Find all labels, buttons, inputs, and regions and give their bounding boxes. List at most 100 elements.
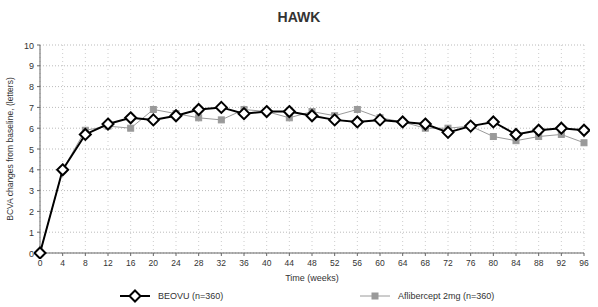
x-tick-label: 76 — [466, 258, 476, 268]
grid-line — [470, 45, 471, 253]
marker — [443, 127, 454, 138]
marker — [261, 106, 272, 117]
x-tick-label: 56 — [353, 258, 363, 268]
x-tick — [266, 253, 267, 256]
marker — [352, 116, 363, 127]
x-tick-label: 84 — [511, 258, 521, 268]
x-tick — [425, 253, 426, 256]
marker — [533, 125, 544, 136]
x-tick — [289, 253, 290, 256]
y-tick — [37, 169, 40, 170]
x-tick-label: 28 — [194, 258, 204, 268]
grid-line — [289, 45, 290, 253]
marker — [581, 140, 587, 146]
marker — [488, 116, 499, 127]
grid-line — [40, 107, 584, 108]
x-tick-label: 12 — [103, 258, 113, 268]
x-tick — [244, 253, 245, 256]
grid-line — [40, 232, 584, 233]
y-tick — [37, 45, 40, 46]
legend-marker — [372, 293, 378, 299]
x-tick-label: 88 — [534, 258, 544, 268]
marker — [150, 106, 156, 112]
x-tick — [470, 253, 471, 256]
marker — [556, 123, 567, 134]
x-tick — [538, 253, 539, 256]
marker — [35, 248, 46, 259]
grid-line — [561, 45, 562, 253]
grid-line — [266, 45, 267, 253]
marker — [193, 104, 204, 115]
marker — [218, 117, 224, 123]
x-tick — [402, 253, 403, 256]
chart: HAWK012345678910048121620242832364044485… — [0, 0, 598, 307]
x-tick — [448, 253, 449, 256]
grid-line — [221, 45, 222, 253]
marker — [239, 108, 250, 119]
marker — [284, 106, 295, 117]
y-tick — [37, 65, 40, 66]
y-axis-label: BCVA changes from baseline, (letters) — [5, 77, 15, 221]
marker — [579, 125, 590, 136]
grid-line — [85, 45, 86, 253]
x-tick-label: 60 — [375, 258, 385, 268]
grid-line — [402, 45, 403, 253]
x-tick — [312, 253, 313, 256]
y-tick-label: 6 — [29, 124, 34, 134]
plot-area — [35, 102, 590, 259]
x-axis-label: Time (weeks) — [285, 273, 339, 283]
grid-line — [198, 45, 199, 253]
x-tick-label: 20 — [149, 258, 159, 268]
x-tick-label: 96 — [579, 258, 589, 268]
marker — [375, 114, 386, 125]
title: HAWK — [278, 9, 321, 25]
marker — [128, 125, 134, 131]
legend-marker — [130, 291, 141, 302]
legend-label: Aflibercept 2mg (n=360) — [398, 291, 494, 301]
x-tick-label: 32 — [217, 258, 227, 268]
x-tick-label: 36 — [239, 258, 249, 268]
marker — [397, 116, 408, 127]
marker — [329, 114, 340, 125]
x-tick — [198, 253, 199, 256]
marker — [148, 114, 159, 125]
x-tick-label: 52 — [330, 258, 340, 268]
x-tick — [380, 253, 381, 256]
y-tick-label: 0 — [29, 249, 34, 259]
x-tick — [221, 253, 222, 256]
x-tick — [334, 253, 335, 256]
x-tick — [85, 253, 86, 256]
x-tick — [561, 253, 562, 256]
marker — [354, 106, 360, 112]
y-tick — [37, 149, 40, 150]
x-tick-label: 8 — [83, 258, 88, 268]
marker — [125, 112, 136, 123]
grid-line — [176, 45, 177, 253]
series-line — [40, 109, 584, 253]
y-tick — [37, 211, 40, 212]
grid-line — [244, 45, 245, 253]
grid-line — [40, 211, 584, 212]
grid-line — [357, 45, 358, 253]
grid-line — [380, 45, 381, 253]
marker — [216, 102, 227, 113]
x-tick-label: 16 — [126, 258, 136, 268]
grid-line — [108, 45, 109, 253]
y-tick — [37, 232, 40, 233]
y-tick-label: 7 — [29, 103, 34, 113]
y-tick — [37, 128, 40, 129]
x-tick-label: 92 — [557, 258, 567, 268]
marker — [103, 119, 114, 130]
x-tick-label: 64 — [398, 258, 408, 268]
x-tick — [584, 253, 585, 256]
marker — [80, 129, 91, 140]
x-tick-label: 4 — [60, 258, 65, 268]
grid-line — [130, 45, 131, 253]
x-tick — [108, 253, 109, 256]
grid-line — [584, 45, 585, 253]
marker — [171, 110, 182, 121]
x-tick — [516, 253, 517, 256]
marker — [57, 164, 68, 175]
legend-label: BEOVU (n=360) — [158, 291, 223, 301]
marker — [420, 119, 431, 130]
